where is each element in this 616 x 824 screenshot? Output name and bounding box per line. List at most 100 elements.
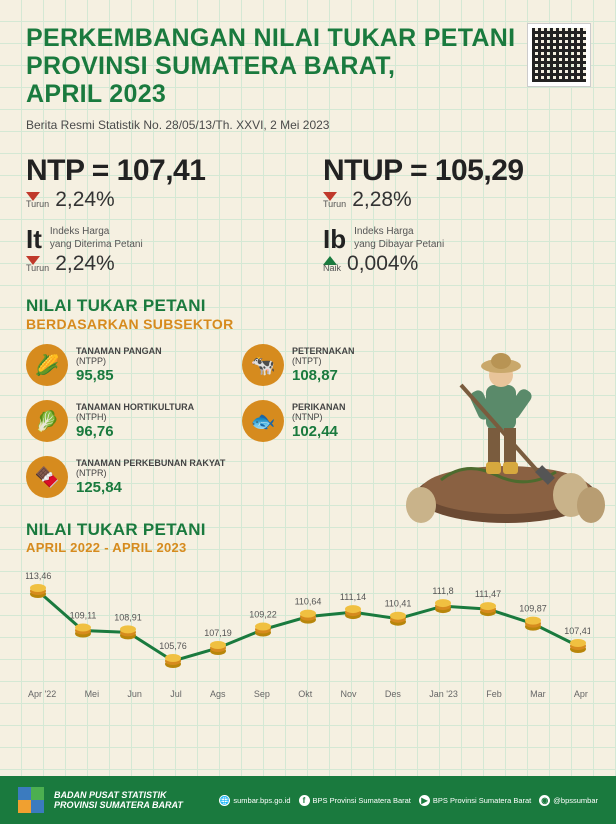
footer-socials: 🌐sumbar.bps.go.id fBPS Provinsi Sumatera … — [219, 795, 598, 806]
ntup-change: Turun 2,28% — [323, 188, 590, 212]
footer-org-l2: PROVINSI SUMATERA BARAT — [54, 800, 183, 810]
subsector-code: (NTPR) — [76, 468, 225, 478]
ib-desc: Indeks Harga yang Dibayar Petani — [354, 226, 444, 251]
subsector-name: TANAMAN HORTIKULTURA — [76, 402, 194, 412]
it-block: It Indeks Harga yang Diterima Petani — [26, 226, 293, 252]
ib-arrow: Naik — [323, 256, 341, 273]
bps-logo-icon — [18, 787, 44, 813]
subsector-value: 102,44 — [292, 423, 346, 440]
ntp-change-val: 2,24% — [55, 188, 115, 212]
subsector-text: TANAMAN HORTIKULTURA(NTPH)96,76 — [76, 402, 194, 441]
subsector-name: TANAMAN PANGAN — [76, 346, 162, 356]
chart-marker — [30, 584, 46, 598]
header: PERKEMBANGAN NILAI TUKAR PETANI PROVINSI… — [26, 24, 590, 108]
it-change-val: 2,24% — [55, 252, 115, 276]
chart-marker — [345, 605, 361, 619]
social-text: sumbar.bps.go.id — [233, 796, 290, 805]
social-icon: ▶ — [419, 795, 430, 806]
title-line-1: PERKEMBANGAN NILAI TUKAR PETANI — [26, 24, 515, 52]
social-icon: 🌐 — [219, 795, 230, 806]
subsector-item: 🐟PERIKANAN(NTNP)102,44 — [242, 400, 392, 442]
it-symbol: It — [26, 226, 42, 252]
chart-subtitle: APRIL 2022 - APRIL 2023 — [26, 540, 590, 555]
chart-marker — [210, 641, 226, 655]
subsector-name: TANAMAN PERKEBUNAN RAKYAT — [76, 458, 225, 468]
chart-x-label: Jan '23 — [429, 689, 458, 699]
chart-x-label: Mei — [85, 689, 100, 699]
chart-marker — [120, 625, 136, 639]
social-item: 🌐sumbar.bps.go.id — [219, 795, 290, 806]
social-text: @bpssumbar — [553, 796, 598, 805]
social-item: ▶BPS Provinsi Sumatera Barat — [419, 795, 531, 806]
ntp-value: NTP = 107,41 — [26, 154, 293, 188]
subtitle: Berita Resmi Statistik No. 28/05/13/Th. … — [26, 118, 590, 132]
ntup-value: NTUP = 105,29 — [323, 154, 590, 188]
title-line-3: APRIL 2023 — [26, 80, 166, 108]
footer-org: BADAN PUSAT STATISTIK PROVINSI SUMATERA … — [54, 790, 183, 811]
chart-value-label: 110,41 — [385, 599, 412, 609]
it-change: Turun 2,24% — [26, 252, 293, 276]
ntp-arrow: Turun — [26, 192, 49, 209]
subsector-value: 96,76 — [76, 423, 194, 440]
subsector-item: 🍫 TANAMAN PERKEBUNAN RAKYAT(NTPR)125,84 — [26, 456, 236, 498]
page-title: PERKEMBANGAN NILAI TUKAR PETANI PROVINSI… — [26, 24, 518, 108]
subsector-text: PETERNAKAN(NTPT)108,87 — [292, 346, 355, 385]
ntup-change-val: 2,28% — [352, 188, 412, 212]
chart-x-label: Sep — [254, 689, 270, 699]
chart-marker — [255, 623, 271, 637]
chart-marker — [525, 617, 541, 631]
social-item: fBPS Provinsi Sumatera Barat — [299, 795, 411, 806]
it-desc: Indeks Harga yang Diterima Petani — [50, 226, 143, 251]
subsector-icon: 🐄 — [242, 344, 284, 386]
chart-x-label: Ags — [210, 689, 226, 699]
title-block: PERKEMBANGAN NILAI TUKAR PETANI PROVINSI… — [26, 24, 518, 108]
subsector-value: 108,87 — [292, 367, 355, 384]
chart-x-label: Nov — [341, 689, 357, 699]
chart-x-label: Feb — [486, 689, 502, 699]
it-arrow: Turun — [26, 256, 49, 273]
subsector-value: 125,84 — [76, 479, 225, 496]
subsector-icon: 🌽 — [26, 344, 68, 386]
subsector-text: TANAMAN PANGAN(NTPP)95,85 — [76, 346, 162, 385]
social-text: BPS Provinsi Sumatera Barat — [313, 796, 411, 805]
chart-value-label: 110,64 — [295, 597, 322, 607]
social-icon: ◉ — [539, 795, 550, 806]
subsector-code: (NTPT) — [292, 356, 355, 366]
chart: 113,46109,11108,91105,76107,19109,22110,… — [26, 559, 590, 689]
subsector-code: (NTPP) — [76, 356, 162, 366]
subsector-heading: NILAI TUKAR PETANI BERDASARKAN SUBSEKTOR — [26, 296, 590, 332]
title-line-2: PROVINSI SUMATERA BARAT, — [26, 52, 395, 80]
social-text: BPS Provinsi Sumatera Barat — [433, 796, 531, 805]
ntup-arrow: Turun — [323, 192, 346, 209]
ib-change: Naik 0,004% — [323, 252, 590, 276]
subsector-icon: 🐟 — [242, 400, 284, 442]
ib-symbol: Ib — [323, 226, 346, 252]
subsector-item: 🌽TANAMAN PANGAN(NTPP)95,85 — [26, 344, 236, 386]
ib-block: Ib Indeks Harga yang Dibayar Petani — [323, 226, 590, 252]
subsector-value: 95,85 — [76, 367, 162, 384]
subsector-icon: 🥬 — [26, 400, 68, 442]
ib-change-val: 0,004% — [347, 252, 418, 276]
subsector-text: PERIKANAN(NTNP)102,44 — [292, 402, 346, 441]
chart-x-label: Des — [385, 689, 401, 699]
qr-code-icon — [528, 24, 590, 86]
subsector-code: (NTPH) — [76, 412, 194, 422]
chart-value-label: 109,87 — [519, 604, 547, 614]
chart-x-label: Jul — [170, 689, 182, 699]
it-dir: Turun — [26, 263, 49, 273]
chart-x-label: Jun — [127, 689, 142, 699]
footer-org-l1: BADAN PUSAT STATISTIK — [54, 790, 183, 800]
subsector-icon: 🍫 — [26, 456, 68, 498]
social-item: ◉@bpssumbar — [539, 795, 598, 806]
subsector-name: PERIKANAN — [292, 402, 346, 412]
ntp-change: Turun 2,24% — [26, 188, 293, 212]
metrics-row: NTP = 107,41 Turun 2,24% It Indeks Harga… — [26, 154, 590, 276]
subsector-code: (NTNP) — [292, 412, 346, 422]
chart-value-label: 109,22 — [249, 610, 277, 620]
ntup-dir: Turun — [323, 199, 346, 209]
chart-value-label: 111,14 — [340, 592, 366, 602]
chart-value-label: 111,8 — [432, 586, 453, 596]
chart-value-label: 108,91 — [114, 612, 142, 622]
chart-value-label: 107,41 — [564, 626, 590, 636]
chart-marker — [165, 654, 181, 668]
